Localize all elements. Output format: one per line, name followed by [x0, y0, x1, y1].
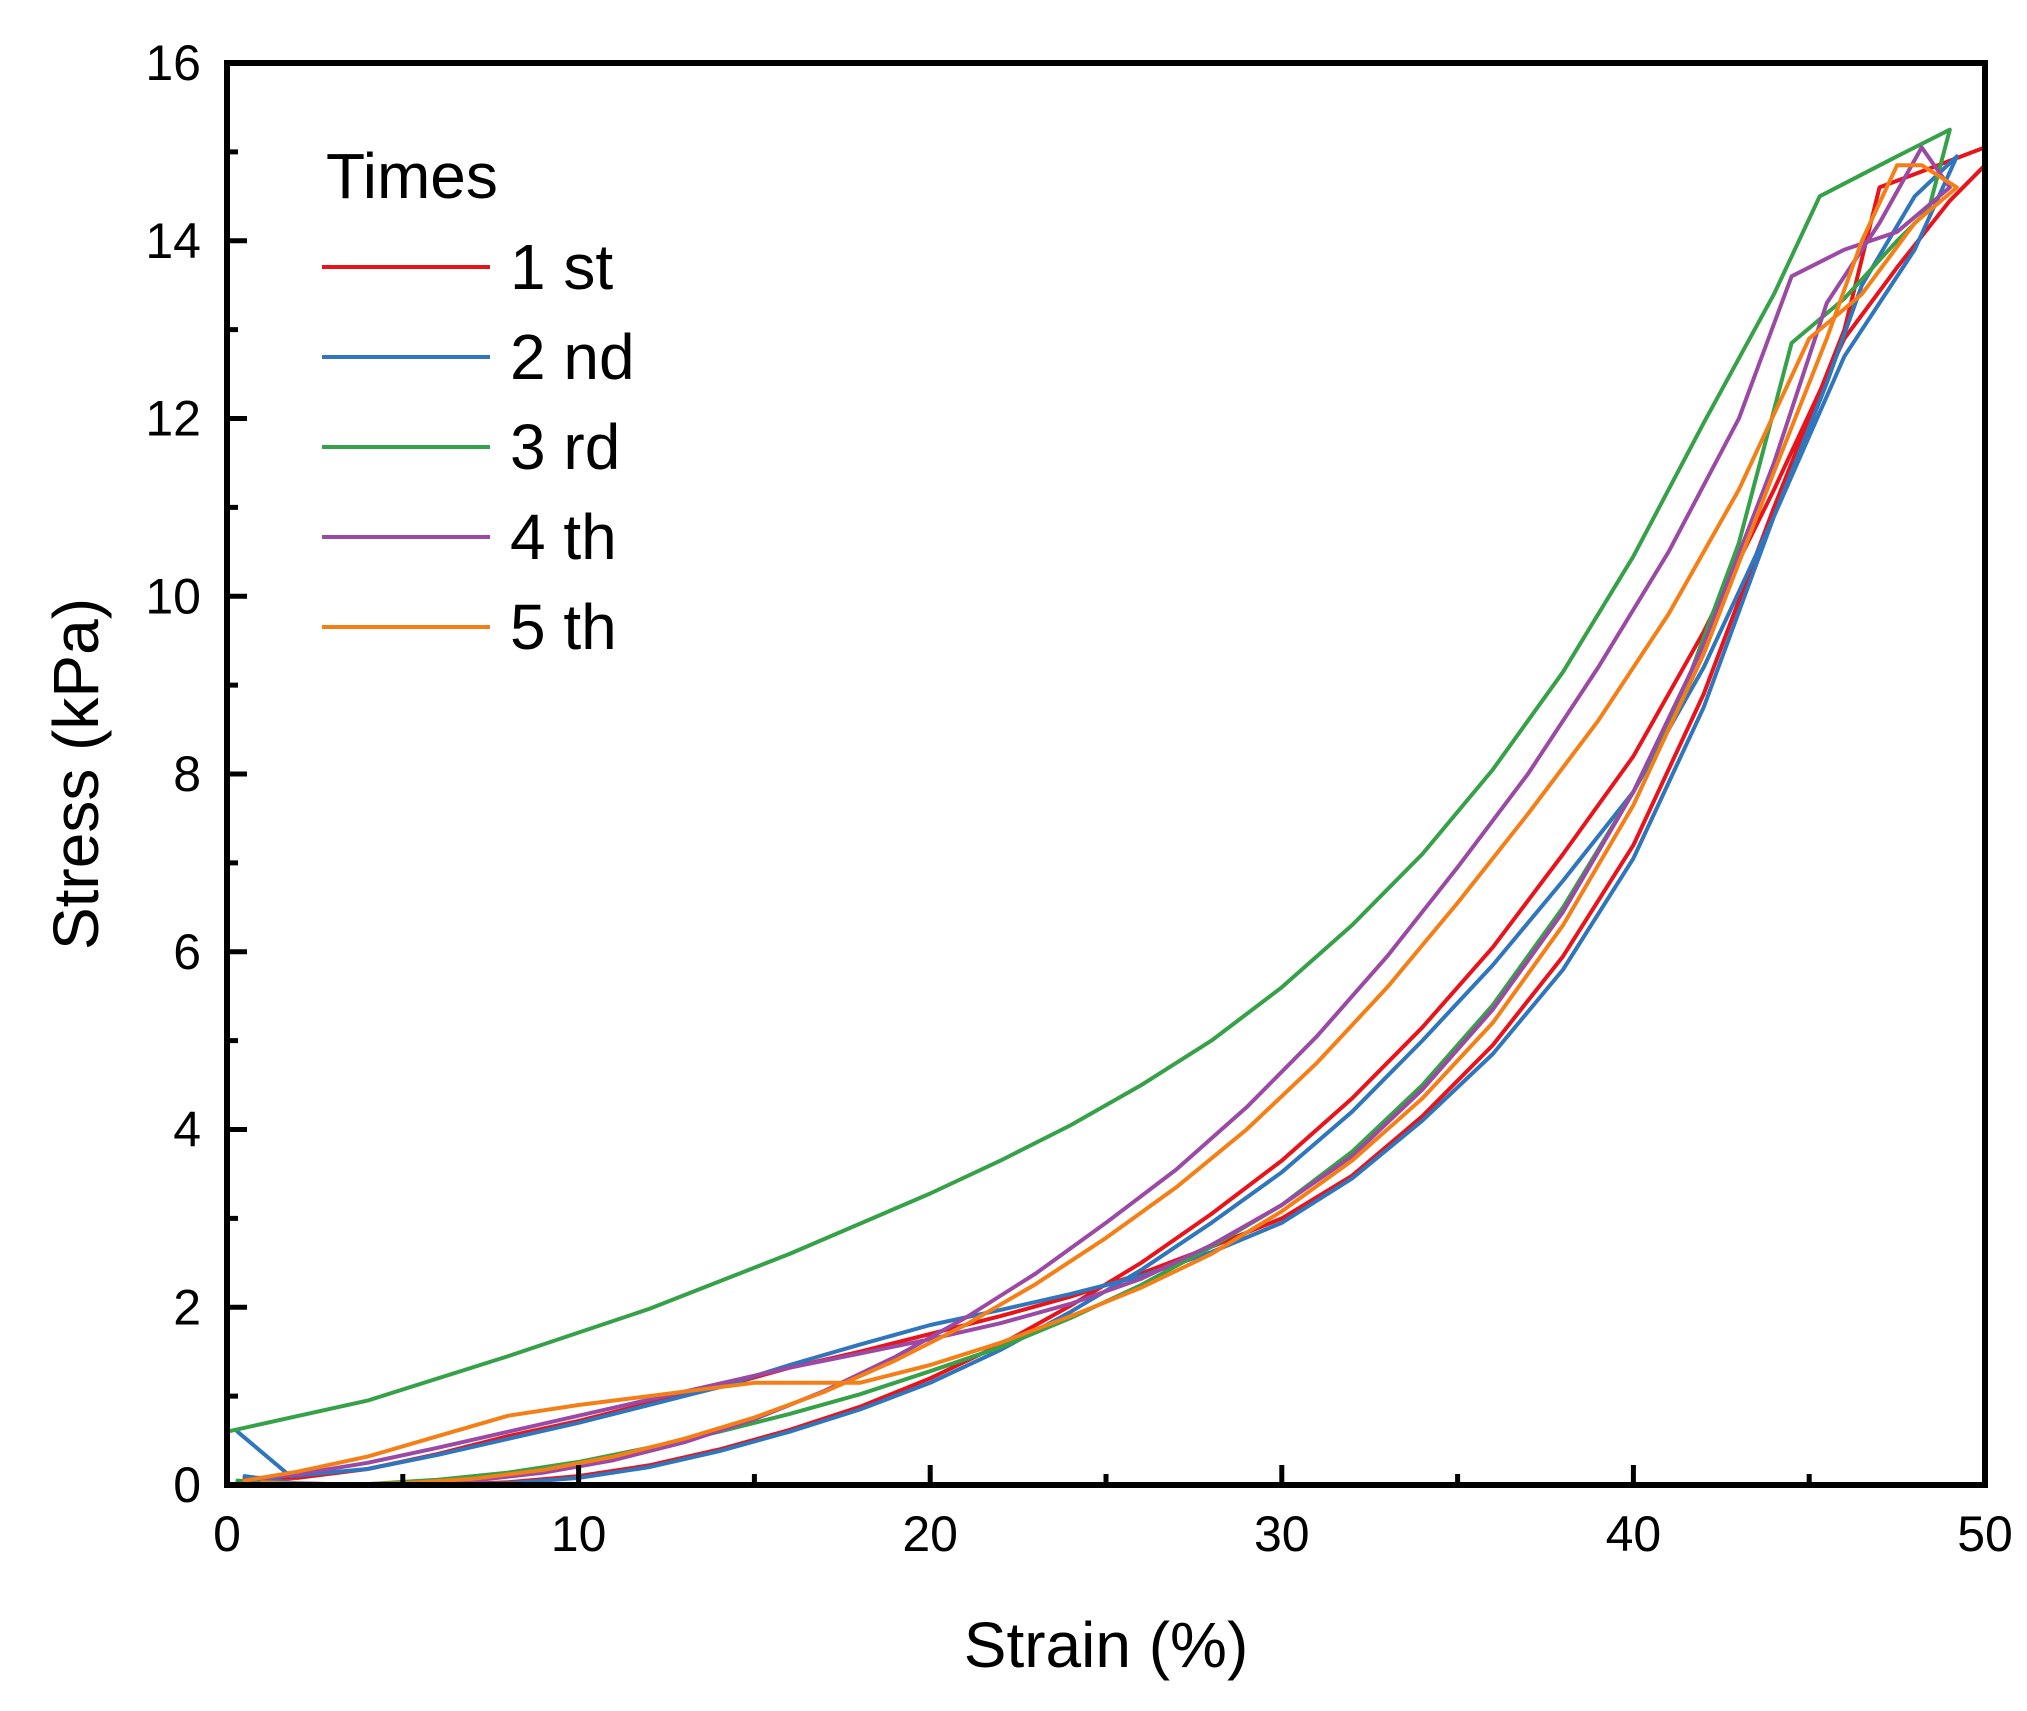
- legend-label-2: 2 nd: [510, 321, 635, 393]
- series-line-5: [242, 163, 1959, 1487]
- x-tick-label: 10: [551, 1506, 607, 1562]
- legend-label-5: 5 th: [510, 591, 617, 663]
- legend-label-4: 4 th: [510, 501, 617, 573]
- y-tick-label: 2: [173, 1279, 201, 1335]
- plot-frame: [224, 60, 1988, 1488]
- legend-title: Times: [326, 140, 498, 212]
- series-line-3: [225, 127, 1952, 1487]
- y-axis-title: Stress (kPa): [40, 598, 112, 950]
- legend: Times 1 st 2 nd 3 rd 4 th 5 th: [322, 140, 635, 663]
- x-tick-label: 20: [902, 1506, 958, 1562]
- x-tick-label: 40: [1606, 1506, 1662, 1562]
- y-tick-label: 12: [145, 391, 201, 447]
- y-tick-label: 4: [173, 1102, 201, 1158]
- series-line-4: [242, 145, 1952, 1487]
- x-tick-label: 50: [1957, 1506, 2013, 1562]
- series-line-2: [235, 154, 1959, 1487]
- x-tick-label: 0: [213, 1506, 241, 1562]
- y-tick-label: 0: [173, 1457, 201, 1513]
- x-tick-label: 30: [1254, 1506, 1310, 1562]
- legend-label-1: 1 st: [510, 231, 613, 303]
- y-tick-label: 16: [145, 35, 201, 91]
- legend-entries: 1 st 2 nd 3 rd 4 th 5 th: [322, 231, 635, 663]
- y-tick-label: 8: [173, 746, 201, 802]
- legend-label-3: 3 rd: [510, 411, 620, 483]
- y-axis-ticks: 0 2 4 6 8 10 12 14 16: [145, 35, 247, 1513]
- x-axis-ticks: 0 10 20 30 40 50: [213, 1465, 2013, 1562]
- x-axis-title: Strain (%): [964, 1609, 1249, 1681]
- series-layer: [225, 127, 1987, 1487]
- y-tick-label: 10: [145, 568, 201, 624]
- y-tick-label: 14: [145, 213, 201, 269]
- y-tick-label: 6: [173, 924, 201, 980]
